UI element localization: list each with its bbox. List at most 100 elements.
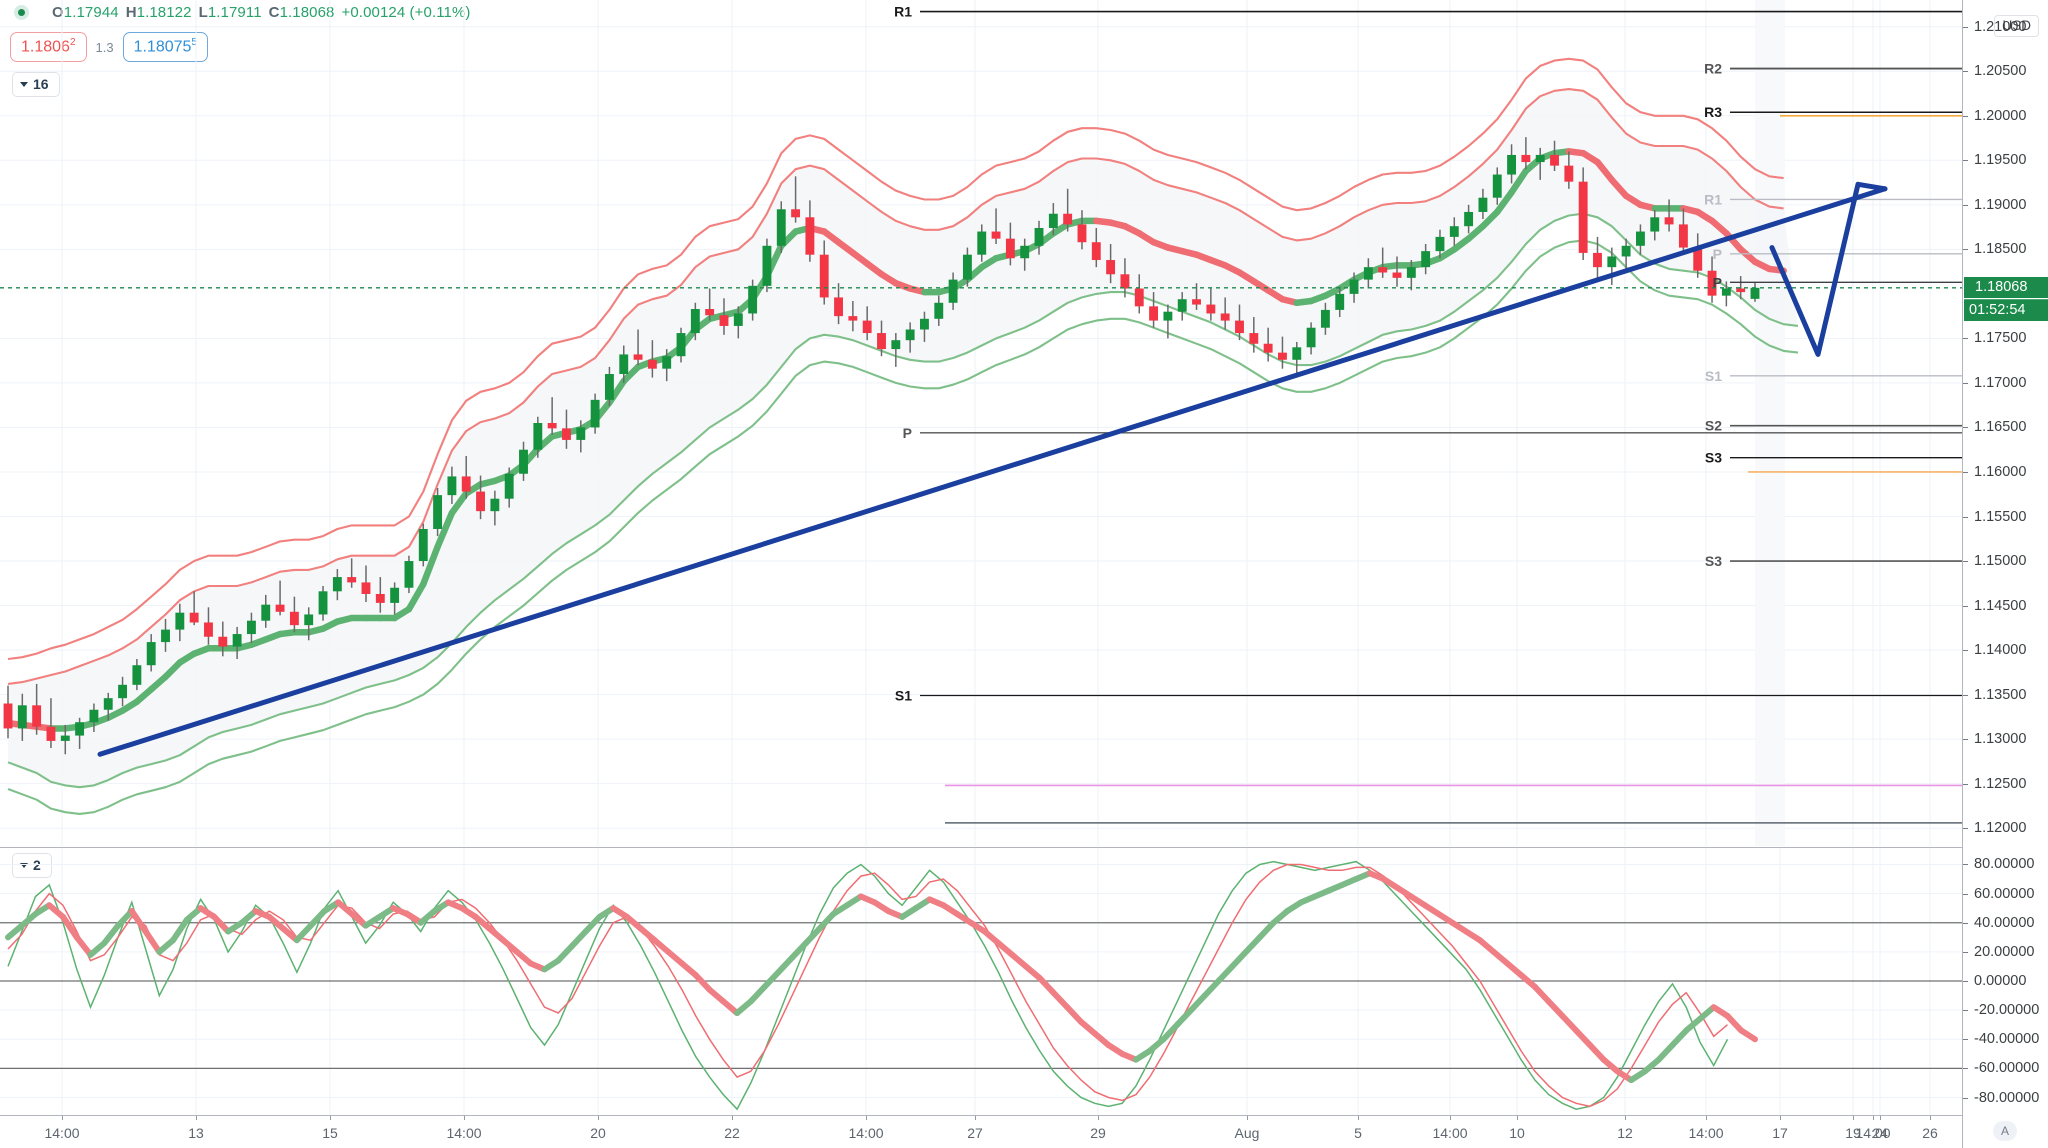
time-axis[interactable]: 14:00 13 15 14:00 20 22 14:00 27 29 Aug 5 14:00 10 12… — [0, 1115, 2048, 1148]
pivot-label: R2 — [1704, 61, 1722, 77]
candle-body — [948, 279, 958, 303]
candle-body — [719, 315, 729, 326]
time-axis-label: 14:00 — [1688, 1125, 1724, 1141]
oscillator-axis-tick — [1963, 951, 1968, 953]
candle-body — [504, 473, 514, 499]
candle-body — [447, 476, 457, 496]
price-axis[interactable]: USD 1.21000 1.20500 1.20000 1.19500 1.19000 1… — [1962, 0, 2048, 1115]
price-axis-tick — [1963, 650, 1968, 652]
price-axis-tick — [1963, 204, 1968, 206]
candle-body — [1149, 306, 1159, 321]
candle-body — [905, 329, 915, 341]
pivot-label: S3 — [1705, 553, 1722, 569]
price-axis-label: 1.16500 — [1974, 419, 2027, 436]
lower-band-value-pill[interactable]: 1.18062 — [10, 32, 87, 63]
price-axis-label: 1.19000 — [1974, 196, 2027, 213]
pivot-label: P — [903, 425, 912, 441]
price-axis-label: 1.21000 — [1974, 18, 2027, 35]
candle-body — [690, 309, 700, 334]
candle-body — [1163, 311, 1173, 321]
oscillator-pane[interactable] — [0, 847, 1962, 1115]
time-axis-tick — [1450, 1116, 1451, 1120]
time-axis-tick — [1780, 1116, 1781, 1120]
oscillator-axis-label: -20.00000 — [1974, 1002, 2040, 1019]
instrument-dot-icon — [14, 5, 29, 20]
candle-body — [1292, 347, 1302, 360]
time-axis-label: 13 — [188, 1125, 204, 1141]
countdown-tag: 01:52:54 — [1964, 298, 2048, 321]
candle-body — [204, 622, 213, 637]
oscillator-axis-tick — [1963, 1068, 1968, 1070]
candle-body — [1421, 251, 1431, 268]
time-axis-tick — [1873, 1116, 1874, 1120]
candle-body — [1521, 154, 1531, 163]
candle-body — [1120, 274, 1130, 289]
candle-body — [490, 498, 500, 512]
time-axis-tick — [1517, 1116, 1518, 1120]
indicator-mid-value: 1.3 — [95, 39, 114, 55]
main-pane-collapse-button[interactable]: 16 — [12, 72, 60, 97]
candle-body — [519, 449, 528, 474]
candle-body — [1507, 154, 1517, 175]
candle-body — [390, 587, 400, 603]
candle-body — [132, 665, 142, 685]
candle-body — [934, 302, 944, 319]
candle-body — [17, 705, 27, 729]
candle-body — [433, 495, 443, 529]
candle-body — [705, 309, 715, 316]
current-price-tag[interactable]: 1.18068 — [1964, 276, 2048, 298]
osc-pane-collapse-button[interactable]: 2 — [12, 853, 52, 878]
candle-body — [1478, 197, 1488, 212]
ohlc-legend[interactable]: O1.17944 H1.18122 L1.17911 C1.18068 +0.0… — [14, 4, 471, 21]
candle-body — [762, 245, 772, 286]
pivot-label: R1 — [894, 4, 912, 20]
candle-body — [32, 705, 42, 727]
projection-zigzag — [1769, 181, 1888, 357]
candle-body — [1249, 333, 1259, 344]
price-axis-tick — [1963, 71, 1968, 73]
candle-body — [1263, 343, 1273, 353]
price-axis-tick — [1963, 516, 1968, 518]
price-axis-tick — [1963, 471, 1968, 473]
candle-body — [1721, 288, 1731, 296]
candle-body — [347, 577, 357, 583]
candle-body — [819, 254, 829, 298]
session-shade — [1755, 0, 1785, 846]
candle-body — [476, 491, 485, 512]
candle-body — [604, 374, 614, 400]
time-axis-label: Aug — [1234, 1125, 1260, 1141]
time-axis-label: 14:00 — [44, 1125, 80, 1141]
candle-body — [562, 428, 571, 440]
candle-body — [1693, 247, 1703, 271]
price-axis-label: 1.15500 — [1974, 508, 2027, 525]
time-axis-tick — [1098, 1116, 1099, 1120]
candle-body — [1593, 252, 1602, 268]
candle-body — [1464, 211, 1474, 227]
candle-body — [1378, 267, 1388, 273]
candle-body — [991, 231, 1001, 239]
price-axis-label: 1.14000 — [1974, 642, 2027, 659]
ohlc-open: O1.17944 — [52, 4, 119, 21]
time-axis-label: 14:00 — [1855, 1125, 1891, 1141]
alert-icon[interactable]: A — [1993, 1121, 2017, 1141]
oscillator-axis-label: 20.00000 — [1974, 943, 2035, 960]
candle-body — [962, 254, 972, 280]
price-axis-label: 1.12000 — [1974, 820, 2027, 837]
candle-body — [261, 604, 271, 621]
candle-body — [1192, 299, 1201, 305]
candle-body — [1607, 256, 1617, 268]
oscillator-axis-tick — [1963, 981, 1968, 982]
price-pane[interactable]: R1 P S1 R2 R3 R1 P P S1 S2 S3 S3 — [0, 0, 1962, 846]
price-axis-tick — [1963, 694, 1968, 696]
upper-band-value-pill[interactable]: 1.180755 — [122, 32, 208, 63]
oscillator-chart-svg[interactable] — [0, 847, 1962, 1115]
price-axis-label: 1.13000 — [1974, 731, 2027, 748]
candle-body — [60, 735, 70, 741]
price-axis-label: 1.12500 — [1974, 775, 2027, 792]
pivot-label: S1 — [1705, 368, 1722, 384]
candle-body — [1220, 313, 1230, 321]
oscillator-axis-tick — [1963, 1039, 1968, 1041]
candle-body — [547, 423, 557, 429]
time-axis-label: 14:00 — [1432, 1125, 1468, 1141]
